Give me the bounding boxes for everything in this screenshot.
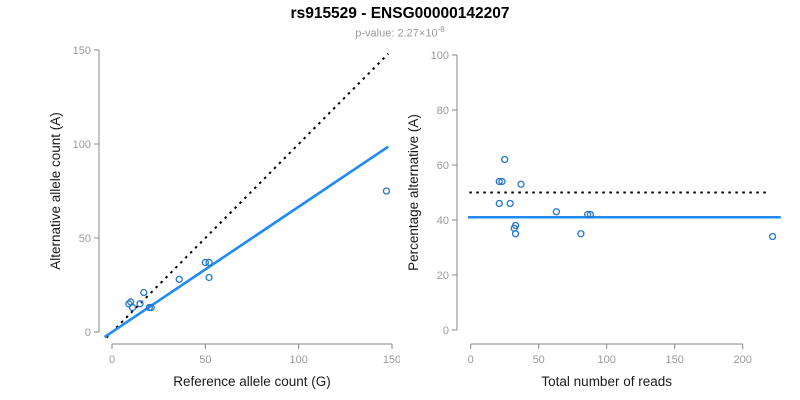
data-point (584, 210, 592, 219)
data-point (552, 208, 561, 216)
data-point (128, 303, 137, 312)
y-axis-title: Percentage alternative (A) (406, 114, 421, 271)
data-point (495, 199, 503, 208)
data-point (175, 275, 183, 284)
pvalue-label: p-value: (355, 27, 395, 40)
page-title: rs915529 - ENSG00000142207 (290, 5, 510, 22)
x-tick-label: 200 (734, 354, 752, 366)
x-axis-title: Reference allele count (G) (173, 374, 331, 389)
x-tick-label: 50 (199, 354, 211, 366)
data-point (768, 232, 777, 241)
plots-row: 0 50 100 150 0 50 100 150 Reference allele count… (0, 40, 800, 400)
left-plot-allele-counts: 0 50 100 150 0 50 100 150 Reference allele count… (48, 45, 400, 389)
data-point (511, 230, 520, 238)
data-point (586, 210, 595, 219)
y-tick-label: 100 (431, 50, 449, 62)
data-point (140, 288, 148, 297)
x-tick-label: 150 (383, 354, 400, 366)
x-tick-label: 50 (533, 354, 545, 366)
y-tick-label: 50 (79, 233, 91, 245)
pvalue-exponent: -8 (437, 25, 445, 34)
data-point (201, 258, 209, 267)
pvalue-mantissa: 2.27 (397, 27, 419, 40)
y-tick-label: 0 (85, 327, 91, 339)
data-point (125, 300, 133, 308)
figure-header: rs915529 - ENSG00000142207 p-value: 2.27… (0, 5, 800, 40)
y-tick-label: 20 (437, 270, 449, 282)
x-tick-label: 0 (468, 354, 474, 366)
right-plot-percentage: 0 50 100 150 200 0 20 40 60 80 100 Total number of … (406, 50, 781, 389)
data-point (205, 273, 213, 282)
x-tick-label: 100 (289, 354, 307, 366)
data-point (577, 230, 585, 238)
y-tick-label: 80 (437, 105, 449, 117)
data-point (136, 300, 144, 308)
data-point (506, 199, 514, 208)
y-axis-title: Alternative allele count (A) (48, 112, 63, 270)
data-point (517, 180, 525, 188)
pvalue-times: ×10 (418, 27, 438, 40)
x-tick-label: 100 (598, 354, 616, 366)
y-tick-label: 60 (437, 160, 449, 172)
y-tick-label: 150 (73, 45, 91, 57)
data-point (382, 187, 391, 195)
pvalue-subtitle: p-value: 2.27×10-8 (0, 25, 800, 40)
data-point (205, 258, 213, 267)
x-axis-title: Total number of reads (541, 374, 672, 389)
x-tick-label: 150 (666, 354, 684, 366)
y-tick-label: 0 (443, 325, 449, 337)
y-tick-label: 100 (73, 139, 91, 151)
data-point (501, 155, 509, 164)
identity-line (105, 53, 389, 339)
x-tick-label: 0 (109, 354, 115, 366)
y-tick-label: 40 (437, 215, 449, 227)
data-point (498, 177, 506, 186)
data-point (495, 177, 503, 186)
data-point (147, 303, 155, 312)
